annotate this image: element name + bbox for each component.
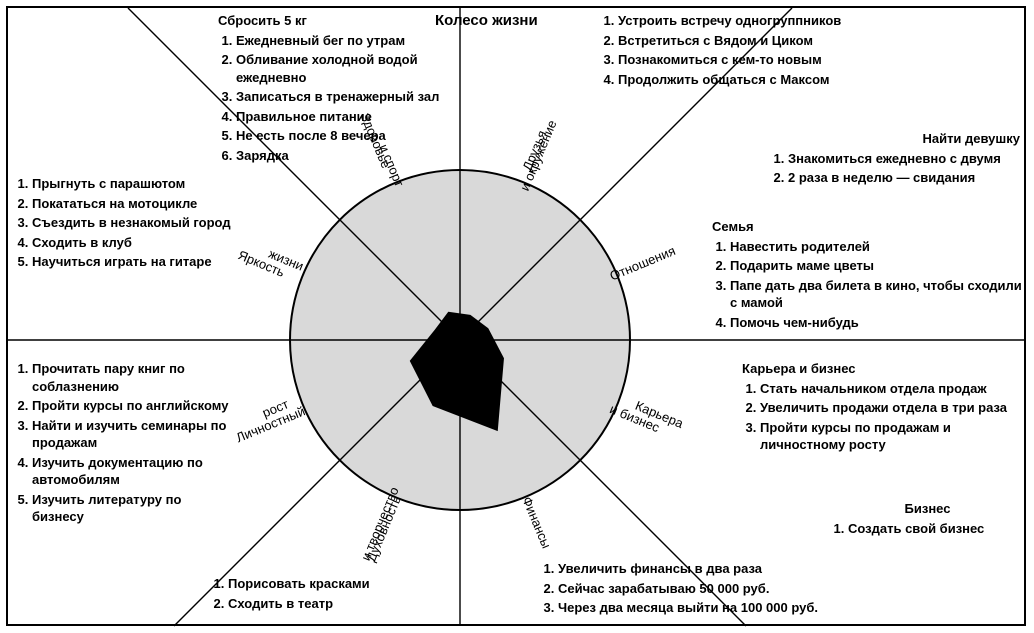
sector-label: Финансы (519, 494, 554, 550)
list-item: Научиться играть на гитаре (32, 253, 254, 271)
block-bright-list: Прыгнуть с парашютом Покататься на мотоци… (14, 175, 254, 271)
list-item: Встретиться с Вядом и Циком (618, 32, 930, 50)
list-item: Изучить документацию по автомобилям (32, 454, 234, 489)
list-item: Правильное питание (236, 108, 458, 126)
list-item: Обливание холодной водой ежедневно (236, 51, 458, 86)
block-finance: Увеличить финансы в два раза Сейчас зараб… (540, 560, 860, 619)
block-health-list: Ежедневный бег по утрамОбливание холодно… (218, 32, 458, 165)
list-item: Папе дать два билета в кино, чтобы сходи… (730, 277, 1022, 312)
list-item: Сходить в театр (228, 595, 450, 613)
list-item: Съездить в незнакомый город (32, 214, 254, 232)
block-family-header: Семья (712, 218, 1022, 236)
list-item: Покататься на мотоцикле (32, 195, 254, 213)
list-item: Продолжить общаться с Максом (618, 71, 930, 89)
block-girlfriend: Найти девушку Знакомиться ежедневно с дв… (770, 130, 1020, 189)
block-family-list: Навестить родителейПодарить маме цветы Па… (712, 238, 1022, 332)
block-career: Карьера и бизнес Стать начальником отдел… (742, 360, 1022, 456)
block-growth-list: Прочитать пару книг по соблазнению Пройти… (14, 360, 234, 526)
list-item: Найти и изучить семинары по продажам (32, 417, 234, 452)
list-item: Пройти курсы по английскому (32, 397, 234, 415)
block-bright: Прыгнуть с парашютом Покататься на мотоци… (14, 175, 254, 273)
list-item: Увеличить продажи отдела в три раза (760, 399, 1022, 417)
list-item: Зарядка (236, 147, 458, 165)
list-item: Изучить литературу по бизнесу (32, 491, 234, 526)
list-item: Сейчас зарабатываю 50 000 руб. (558, 580, 860, 598)
list-item: Познакомиться с кем-то новым (618, 51, 930, 69)
list-item: Знакомиться ежедневно с двумя (788, 150, 1020, 168)
block-spirit-list: Порисовать красками Сходить в театр (210, 575, 450, 612)
list-item: 2 раза в неделю — свидания (788, 169, 1020, 187)
list-item: Подарить маме цветы (730, 257, 1022, 275)
list-item: Пройти курсы по продажам и личностному р… (760, 419, 1022, 454)
list-item: Создать свой бизнес (848, 520, 1025, 538)
list-item: Прыгнуть с парашютом (32, 175, 254, 193)
block-business-list: Создать свой бизнес (830, 520, 1025, 538)
list-item: Сходить в клуб (32, 234, 254, 252)
block-friends-list: Устроить встречу одногруппников Встретить… (600, 12, 930, 88)
block-health-header: Сбросить 5 кг (218, 12, 458, 30)
list-item: Порисовать красками (228, 575, 450, 593)
block-spirit: Порисовать красками Сходить в театр (210, 575, 450, 614)
list-item: Ежедневный бег по утрам (236, 32, 458, 50)
block-career-header: Карьера и бизнес (742, 360, 1022, 378)
block-family: Семья Навестить родителейПодарить маме ц… (712, 218, 1022, 333)
list-item: Помочь чем-нибудь (730, 314, 1022, 332)
block-girlfriend-list: Знакомиться ежедневно с двумя2 раза в не… (770, 150, 1020, 187)
block-career-list: Стать начальником отдела продажУвеличить… (742, 380, 1022, 454)
block-friends: Устроить встречу одногруппников Встретить… (600, 12, 930, 90)
list-item: Записаться в тренажерный зал (236, 88, 458, 106)
list-item: Устроить встречу одногруппников (618, 12, 930, 30)
block-business-header: Бизнес (830, 500, 1025, 518)
block-girlfriend-header: Найти девушку (770, 130, 1020, 148)
block-finance-list: Увеличить финансы в два раза Сейчас зараб… (540, 560, 860, 617)
sector-label: Отношения (607, 243, 677, 284)
list-item: Увеличить финансы в два раза (558, 560, 860, 578)
list-item: Через два месяца выйти на 100 000 руб. (558, 599, 860, 617)
list-item: Стать начальником отдела продаж (760, 380, 1022, 398)
list-item: Прочитать пару книг по соблазнению (32, 360, 234, 395)
list-item: Навестить родителей (730, 238, 1022, 256)
list-item: Не есть после 8 вечера (236, 127, 458, 145)
block-growth: Прочитать пару книг по соблазнению Пройти… (14, 360, 234, 528)
block-business: Бизнес Создать свой бизнес (830, 500, 1025, 539)
block-health: Сбросить 5 кг Ежедневный бег по утрамОбл… (218, 12, 458, 166)
